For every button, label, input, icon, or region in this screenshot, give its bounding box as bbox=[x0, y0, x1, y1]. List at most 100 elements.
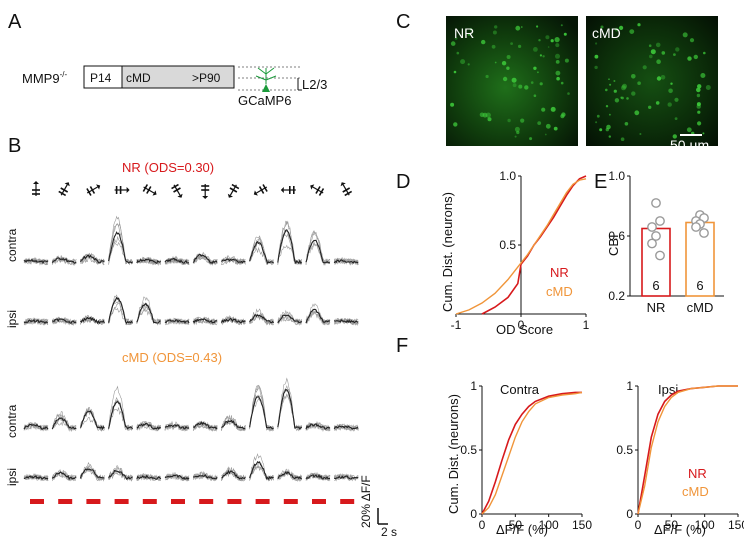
fluorescent-cell bbox=[538, 39, 541, 42]
trace-trial bbox=[277, 315, 303, 326]
orientation-arrow-icon bbox=[253, 184, 268, 196]
trace-trial bbox=[23, 422, 49, 432]
fluorescent-cell bbox=[655, 101, 660, 105]
fluorescent-cell bbox=[596, 114, 600, 118]
trace-mean bbox=[136, 422, 161, 430]
scale-x-label: 2 s bbox=[381, 525, 397, 539]
stimulus-bar bbox=[171, 499, 185, 504]
fluorescent-cell bbox=[460, 59, 466, 65]
trace-trial bbox=[164, 317, 190, 326]
stimulus-bar bbox=[142, 499, 157, 504]
fluorescent-cell bbox=[595, 42, 598, 45]
layer-label: L2/3 bbox=[302, 77, 327, 92]
trace-mean bbox=[108, 296, 134, 325]
trace-mean bbox=[51, 471, 77, 481]
x-tick-label: 100 bbox=[695, 518, 715, 532]
fluorescent-cell bbox=[613, 89, 617, 93]
fluorescent-cell bbox=[514, 126, 520, 132]
trace-mean bbox=[192, 253, 218, 264]
micrograph-cmd bbox=[586, 16, 718, 146]
y-tick-label: 0.2 bbox=[608, 289, 625, 303]
fluorescent-cell bbox=[450, 41, 456, 46]
stimulus-bar bbox=[227, 499, 242, 504]
d-legend-nr: NR bbox=[550, 265, 569, 280]
bar-count-label: 6 bbox=[696, 278, 703, 293]
fluorescent-cell bbox=[539, 54, 543, 57]
fluorescent-cell bbox=[705, 85, 711, 90]
trace-mean bbox=[249, 314, 275, 324]
orientation-arrow-icon bbox=[114, 186, 130, 194]
micrograph-scalebar-label: 50 µm bbox=[670, 137, 709, 153]
trace-mean bbox=[164, 423, 190, 430]
panel-letter-d: D bbox=[396, 171, 410, 193]
orientation-arrow-icon bbox=[227, 183, 240, 198]
trace-trial bbox=[333, 318, 359, 327]
trace-mean bbox=[192, 318, 218, 324]
trace-trial bbox=[164, 423, 190, 431]
x-tick-label: 50 bbox=[509, 518, 523, 532]
stimulus-bar bbox=[114, 499, 129, 504]
orientation-arrow-icon bbox=[171, 183, 183, 198]
y-tick-label: 1 bbox=[470, 379, 477, 393]
fluorescent-cell bbox=[594, 65, 598, 70]
y-tick-label: 0.5 bbox=[499, 238, 516, 252]
fluorescent-cell bbox=[650, 49, 656, 55]
fluorescent-cell bbox=[541, 107, 546, 112]
trace-trial bbox=[23, 257, 49, 266]
orientation-arrow-icon bbox=[142, 184, 157, 196]
data-point bbox=[647, 238, 657, 249]
panel-c: C NR cMD 50 µm bbox=[396, 11, 718, 153]
fluorescent-cell bbox=[631, 74, 636, 79]
trace-mean bbox=[23, 318, 49, 325]
y-tick-label: 1 bbox=[626, 379, 633, 393]
fluorescent-cell bbox=[696, 87, 701, 93]
trace-mean bbox=[79, 316, 105, 325]
trace-mean bbox=[164, 319, 190, 324]
fluorescent-cell bbox=[613, 80, 616, 82]
calcium-traces bbox=[23, 215, 359, 482]
trace-trial bbox=[136, 256, 161, 266]
fluorescent-cell bbox=[518, 84, 523, 89]
fluorescent-cell bbox=[620, 96, 623, 99]
trace-trial bbox=[192, 421, 218, 431]
fluorescent-cell bbox=[696, 93, 701, 98]
trace-mean bbox=[333, 425, 359, 430]
f-xlabel-contra: ΔF/F (%) bbox=[496, 522, 548, 537]
fluorescent-cell bbox=[696, 102, 701, 107]
fluorescent-cell bbox=[481, 39, 486, 45]
fluorescent-cell bbox=[555, 43, 560, 48]
stimulus-bar bbox=[283, 499, 298, 504]
fluorescent-cell bbox=[702, 132, 705, 135]
trace-trial bbox=[334, 318, 359, 326]
x-tick-label: 0 bbox=[635, 518, 642, 532]
data-point bbox=[691, 222, 701, 232]
f-ylabel: Cum. Dist. (neurons) bbox=[446, 394, 461, 514]
category-label: cMD bbox=[687, 300, 714, 315]
fluorescent-cell bbox=[512, 83, 517, 88]
fluorescent-cell bbox=[609, 83, 612, 86]
chart-e: 0.2 0.6 1.0 6 NR 6 cMD bbox=[608, 169, 724, 315]
neuron-diagram bbox=[238, 66, 302, 92]
fluorescent-cell bbox=[560, 114, 565, 119]
y-tick-label: 0.6 bbox=[608, 229, 625, 243]
trace-trial bbox=[80, 409, 105, 431]
data-point bbox=[647, 222, 657, 232]
trace-mean bbox=[277, 314, 303, 324]
fluorescent-cell bbox=[555, 53, 560, 59]
trace-trial bbox=[193, 255, 218, 266]
fluorescent-cell bbox=[529, 137, 533, 141]
fluorescent-cell bbox=[450, 102, 455, 107]
fluorescent-cell bbox=[545, 123, 551, 129]
fluorescent-cell bbox=[697, 121, 702, 126]
panel-letter-c: C bbox=[396, 11, 410, 33]
x-tick-label: -1 bbox=[451, 318, 462, 332]
trace-mean bbox=[51, 257, 77, 264]
fluorescent-cell bbox=[605, 88, 608, 92]
fluorescent-cell bbox=[648, 44, 652, 47]
x-tick-label: 0 bbox=[518, 318, 525, 332]
trace-trial bbox=[277, 469, 303, 482]
stimulus-bar bbox=[30, 499, 44, 504]
trace-mean bbox=[52, 318, 77, 324]
trace-mean bbox=[277, 388, 303, 430]
